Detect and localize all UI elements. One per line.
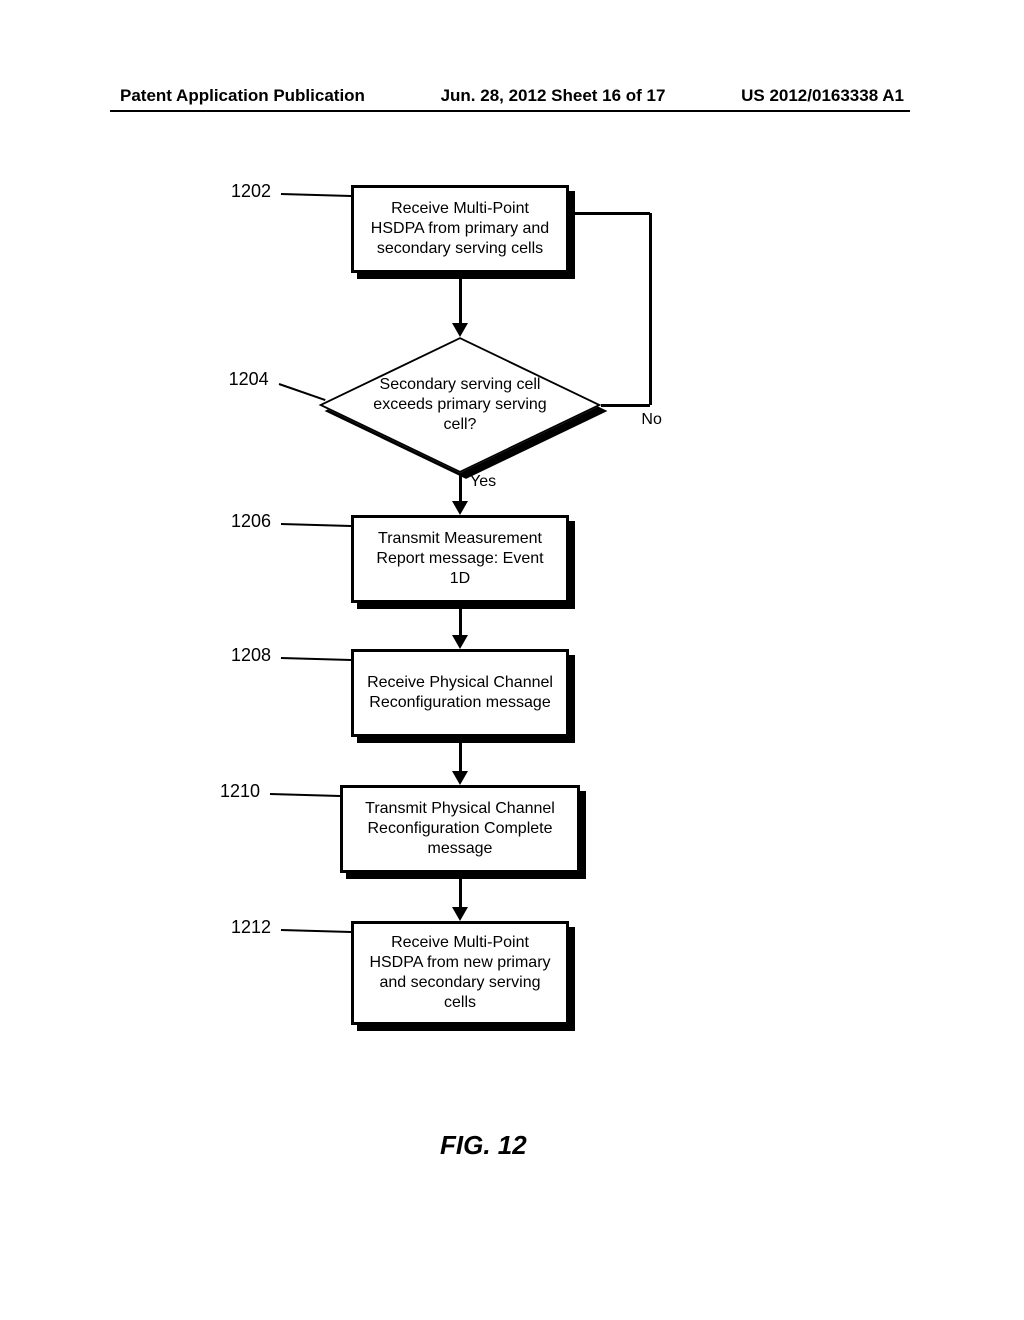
ref-leader [281, 193, 351, 197]
node-text: Transmit Physical Channel Reconfiguratio… [353, 799, 567, 859]
edge-line [459, 739, 462, 773]
ref-label-1210: 1210 [220, 781, 260, 802]
flow-node-1212: Receive Multi-Point HSDPA from new prima… [351, 921, 569, 1025]
arrowhead-icon [452, 771, 468, 785]
node-text: Receive Physical Channel Reconfiguration… [364, 673, 556, 713]
header-rule [110, 110, 910, 112]
ref-leader [270, 793, 340, 797]
edge-label-yes: Yes [470, 473, 496, 491]
node-text: Receive Multi-Point HSDPA from new prima… [364, 933, 556, 1013]
edge-line [459, 475, 462, 503]
node-box: Receive Multi-Point HSDPA from new prima… [351, 921, 569, 1025]
arrowhead-icon [452, 907, 468, 921]
ref-label-1208: 1208 [231, 645, 271, 666]
edge-line [459, 605, 462, 637]
arrowhead-icon [452, 323, 468, 337]
ref-label-1204: 1204 [229, 369, 269, 390]
node-text: Secondary serving cell exceeds primary s… [360, 375, 560, 435]
edge-line [459, 875, 462, 909]
ref-leader [281, 657, 351, 661]
arrowhead-icon [452, 501, 468, 515]
node-text: Receive Multi-Point HSDPA from primary a… [364, 199, 556, 259]
flow-node-1208: Receive Physical Channel Reconfiguration… [351, 649, 569, 737]
node-box: Receive Multi-Point HSDPA from primary a… [351, 185, 569, 273]
header-center: Jun. 28, 2012 Sheet 16 of 17 [441, 86, 666, 106]
header-right: US 2012/0163338 A1 [741, 86, 904, 106]
flow-node-1210: Transmit Physical Channel Reconfiguratio… [340, 785, 580, 873]
figure-caption: FIG. 12 [440, 1130, 527, 1161]
node-box: Receive Physical Channel Reconfiguration… [351, 649, 569, 737]
edge-line [601, 404, 650, 407]
arrowhead-icon [452, 635, 468, 649]
node-box: Transmit Physical Channel Reconfiguratio… [340, 785, 580, 873]
ref-leader [281, 523, 351, 527]
edge-line [649, 213, 652, 405]
edge-label-no: No [641, 411, 661, 429]
ref-label-1212: 1212 [231, 917, 271, 938]
flow-node-1202: Receive Multi-Point HSDPA from primary a… [351, 185, 569, 273]
edge-line [459, 275, 462, 325]
page-header: Patent Application Publication Jun. 28, … [0, 86, 1024, 106]
ref-label-1202: 1202 [231, 181, 271, 202]
ref-label-1206: 1206 [231, 511, 271, 532]
node-box: Transmit Measurement Report message: Eve… [351, 515, 569, 603]
flow-node-1206: Transmit Measurement Report message: Eve… [351, 515, 569, 603]
node-text: Transmit Measurement Report message: Eve… [364, 529, 556, 589]
edge-line [569, 212, 650, 215]
ref-leader [281, 929, 351, 933]
header-left: Patent Application Publication [120, 86, 365, 106]
ref-leader [278, 383, 325, 401]
